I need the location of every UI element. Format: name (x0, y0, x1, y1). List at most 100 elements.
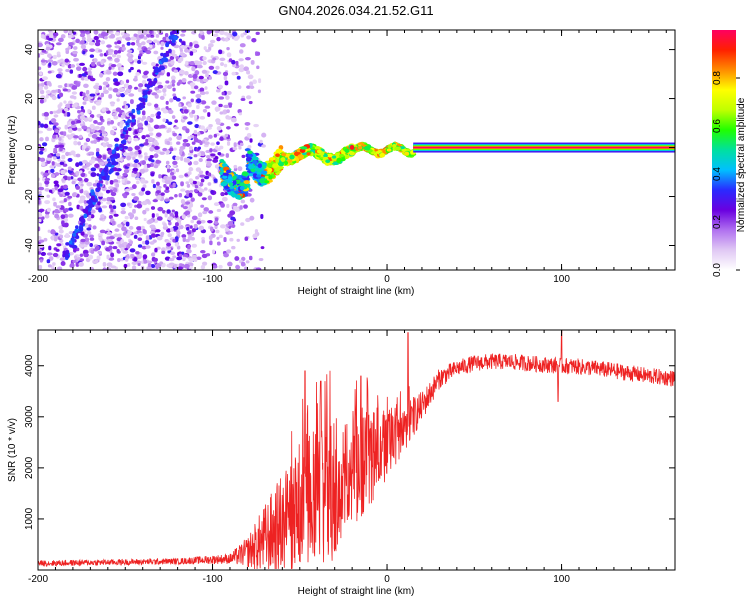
spectrogram-cell (112, 71, 118, 76)
spectrogram-cell (101, 197, 108, 202)
colorbar: 0.0 0.2 0.4 0.6 0.8 Normalized spectral ampl… (712, 30, 747, 277)
spectrogram-cell (78, 261, 84, 267)
spectrogram-cell (228, 102, 232, 108)
spectrogram-cell (146, 116, 151, 122)
spectrogram-cell (116, 147, 120, 151)
colorbar-label: Normalized spectral amplitude (736, 97, 747, 232)
spectrogram-cell (86, 167, 90, 171)
spectrogram-cell (44, 116, 49, 121)
spectrogram-cell (237, 166, 243, 172)
spectrogram-cell (165, 100, 169, 105)
spectrogram-cell (68, 201, 72, 207)
spectrogram-cell (178, 192, 183, 198)
spectrogram-cell (75, 185, 80, 190)
spectrogram-cell (53, 180, 59, 185)
spectrogram-cell (124, 257, 129, 262)
spectrogram-cell (73, 255, 78, 260)
spectrogram-cell (127, 119, 131, 124)
spectrogram-cell (185, 128, 190, 134)
spectrogram-cell (83, 144, 87, 149)
spectrogram-cell (247, 150, 253, 155)
spectrogram-cell (138, 154, 143, 158)
spectrogram-cell (109, 189, 114, 193)
spectrogram-cell (89, 54, 95, 58)
spectrogram-cell (269, 157, 276, 161)
spectrogram-cell (214, 217, 219, 222)
spectrogram-cell (169, 98, 174, 103)
y-tick-label: 20 (24, 93, 35, 105)
spectrogram-cell (82, 92, 86, 97)
spectrogram-cell (168, 221, 172, 226)
spectrogram-cell (136, 172, 140, 178)
spectrogram-cell (336, 158, 342, 163)
spectrogram-cell (57, 104, 62, 109)
spectrogram-cell (386, 148, 392, 152)
spectrogram-cell (53, 147, 58, 153)
spectrogram-cell (216, 141, 220, 146)
spectrogram-cell (154, 145, 160, 150)
spectrogram-cell (88, 41, 95, 46)
spectrogram-cell (168, 262, 175, 266)
spectrogram-cell (176, 256, 183, 261)
spectrogram-cell (79, 33, 86, 38)
spectrogram-cell (280, 157, 286, 162)
spectrogram-cell (165, 80, 170, 84)
spectrogram-cell (103, 86, 107, 91)
spectrogram-cell (151, 81, 157, 85)
spectrogram-cell (264, 175, 270, 179)
spectrogram-cell (198, 188, 205, 193)
spectrogram-cell (89, 77, 96, 82)
spectrogram-cell (113, 179, 119, 184)
spectrogram-cell (116, 54, 121, 59)
spectrogram-cell (200, 100, 207, 105)
spectrogram-cell (142, 90, 147, 94)
spectrogram-cell (97, 250, 102, 255)
spectrogram-cell (131, 114, 135, 120)
spectrogram-cell (187, 135, 192, 140)
spectrogram-cell (219, 136, 224, 141)
spectrogram-cell (164, 33, 169, 38)
spectrogram-cell (239, 205, 243, 210)
spectrogram-cell (79, 115, 85, 120)
spectrogram-cell (110, 265, 117, 269)
spectrogram-cell (55, 42, 62, 46)
spectrogram-cell (138, 83, 144, 88)
spectrogram-cell (135, 180, 140, 185)
spectrogram-cell (57, 37, 64, 43)
spectrogram-cell (48, 62, 52, 67)
spectrogram-cell (152, 183, 156, 189)
spectrogram-cell (124, 105, 129, 110)
spectrogram-cell (54, 213, 60, 219)
spectrogram-cell (49, 110, 54, 115)
spectrogram-cell (127, 136, 132, 142)
spectrogram-cell (194, 70, 200, 76)
spectrogram-cell (120, 93, 126, 98)
spectrogram-cell (70, 124, 77, 129)
spectrogram-cell (63, 198, 67, 203)
spectrogram-cell (50, 168, 55, 173)
spectrogram-cell (199, 116, 206, 120)
spectrogram-cell (155, 190, 161, 194)
spectrogram-cell (128, 225, 134, 230)
spectrogram-cell (143, 259, 148, 264)
chart-title: GN04.2026.034.21.52.G11 (278, 3, 433, 18)
spectrogram-cell (215, 229, 220, 234)
spectrogram-cell (174, 213, 179, 218)
spectrogram-cell (38, 251, 42, 255)
spectrogram-cell (240, 261, 246, 267)
spectrogram-cell (59, 234, 63, 239)
spectrogram-cell (148, 136, 153, 141)
spectrogram-cell (199, 87, 205, 93)
spectrogram-cell (114, 81, 121, 86)
spectrogram-cell (52, 197, 56, 202)
spectrogram-cell (96, 182, 101, 188)
spectrogram-cell (66, 111, 71, 117)
spectrogram-cell (61, 63, 65, 68)
spectrogram-cell (188, 167, 194, 172)
spectrogram-cell (257, 89, 261, 94)
spectrogram-cell (101, 205, 108, 209)
spectrogram-cell (171, 53, 178, 57)
spectrogram-cell (207, 112, 211, 117)
spectrogram-cell (184, 173, 189, 177)
spectrogram-cell (165, 228, 172, 233)
